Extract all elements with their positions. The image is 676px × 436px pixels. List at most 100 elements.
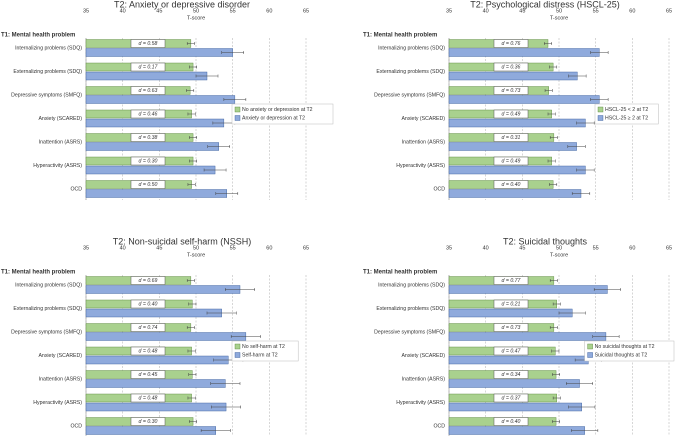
effect-label: d = 0.49: [502, 112, 521, 118]
x-tick-label: 35: [446, 8, 452, 14]
effect-label-box: [130, 299, 166, 309]
effect-label-box: [493, 156, 529, 166]
effect-label: d = 0.31: [502, 135, 521, 141]
effect-label-box: [493, 39, 529, 48]
x-axis-label: T-score: [550, 15, 568, 21]
category-label: Externalizing problems (SDQ): [13, 69, 82, 75]
effect-label-box: [130, 393, 166, 403]
bar: [85, 285, 241, 294]
legend-label: HSCL-25 ≥ 2 at T2: [605, 116, 648, 122]
effect-label: d = 0.58: [139, 41, 158, 47]
x-tick-label: 40: [120, 245, 126, 251]
error-bar: [187, 183, 196, 186]
x-tick-label: 65: [666, 8, 672, 14]
legend-box: [231, 103, 334, 125]
error-bar: [549, 326, 558, 329]
x-tick-label: 50: [193, 8, 199, 14]
bar: [448, 71, 578, 81]
category-header: T1: Mental health problem: [363, 270, 437, 276]
x-tick-label: 55: [593, 245, 599, 251]
bar: [85, 71, 208, 81]
effect-label: d = 0.17: [139, 65, 159, 71]
bar: [85, 332, 247, 341]
category-label: Hyperactivity (ASRS): [396, 163, 445, 169]
bar: [448, 95, 600, 104]
effect-label-box: [130, 323, 166, 332]
x-tick-label: 45: [156, 8, 162, 14]
panel-title: T2: Non-suicidal self-harm (NSSH): [113, 236, 252, 246]
x-tick-label: 45: [156, 245, 162, 251]
error-bar: [549, 65, 558, 69]
x-tick-label: 65: [666, 245, 672, 251]
bar: [85, 426, 217, 435]
x-tick-label: 55: [230, 8, 236, 14]
bar: [85, 118, 225, 128]
error-bar: [189, 65, 197, 69]
x-tick-label: 35: [446, 245, 452, 251]
error-bar: [592, 335, 620, 338]
panel-title: T2: Anxiety or depressive disorder: [114, 0, 250, 9]
effect-label: d = 0.73: [502, 325, 521, 331]
category-label: Internalizing problems (SDQ): [15, 282, 82, 288]
x-axis-label: T-score: [550, 252, 568, 258]
category-label: Anxiety (SCARED): [401, 353, 445, 359]
effect-label-box: [130, 156, 166, 166]
effect-label: d = 0.48: [139, 349, 158, 355]
x-tick-label: 60: [266, 8, 272, 14]
legend-swatch: [234, 343, 241, 350]
category-label: Anxiety (SCARED): [38, 353, 82, 359]
legend-box: [231, 340, 299, 362]
error-bar: [551, 349, 560, 353]
x-tick-label: 45: [519, 245, 525, 251]
legend-swatch: [587, 343, 593, 350]
bar: [448, 402, 582, 412]
x-axis-label: T-score: [187, 252, 205, 258]
x-tick-label: 40: [483, 8, 489, 14]
legend-swatch: [587, 352, 593, 358]
effect-label-box: [130, 180, 166, 189]
error-bar: [552, 302, 561, 306]
error-bar: [558, 311, 586, 315]
bar: [85, 402, 227, 412]
category-label: Inattention (ASRS): [39, 376, 83, 382]
category-label: Inattention (ASRS): [402, 376, 446, 382]
effect-label-box: [130, 276, 166, 285]
category-label: Externalizing problems (SDQ): [376, 306, 445, 312]
bar: [448, 189, 582, 198]
effect-label-box: [493, 393, 529, 403]
bar: [448, 165, 586, 175]
error-bar: [552, 396, 561, 400]
category-label: Inattention (ASRS): [39, 139, 83, 145]
x-tick-label: 60: [266, 245, 272, 251]
effect-label-box: [493, 299, 529, 309]
category-label: Hyperactivity (ASRS): [396, 400, 445, 406]
error-bar: [187, 112, 196, 116]
bar: [448, 332, 607, 341]
category-label: Anxiety (SCARED): [401, 116, 445, 122]
category-label: Inattention (ASRS): [402, 139, 446, 145]
x-tick-label: 50: [193, 245, 199, 251]
category-label: Anxiety (SCARED): [38, 116, 82, 122]
effect-label-box: [493, 323, 529, 332]
effect-label: d = 0.45: [139, 372, 158, 378]
error-bar: [225, 288, 255, 291]
category-label: OCD: [70, 423, 82, 429]
effect-label-box: [493, 109, 529, 119]
legend-swatch: [597, 106, 604, 113]
bar: [85, 379, 226, 388]
error-bar: [576, 121, 595, 125]
category-label: Internalizing problems (SDQ): [378, 45, 445, 51]
effect-label: d = 0.47: [502, 349, 522, 355]
error-bar: [566, 382, 593, 385]
effect-label: d = 0.40: [139, 302, 158, 308]
effect-label-box: [493, 276, 529, 285]
effect-label-box: [130, 370, 166, 379]
legend-label: No self-harm at T2: [242, 344, 285, 350]
error-bar: [549, 136, 558, 139]
effect-label-box: [493, 370, 529, 379]
bar: [448, 142, 577, 151]
effect-label: d = 0.30: [139, 159, 158, 165]
error-bar: [188, 302, 197, 306]
x-tick-label: 50: [556, 8, 562, 14]
